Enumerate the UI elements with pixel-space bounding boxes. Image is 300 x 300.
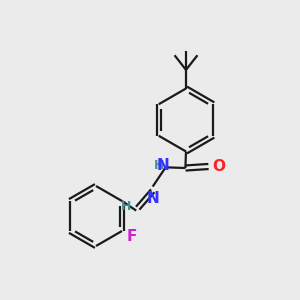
Text: H: H [154, 159, 164, 172]
Text: N: N [147, 191, 160, 206]
Text: H: H [120, 200, 131, 213]
Text: F: F [127, 229, 137, 244]
Text: N: N [157, 158, 169, 173]
Text: O: O [212, 159, 225, 174]
